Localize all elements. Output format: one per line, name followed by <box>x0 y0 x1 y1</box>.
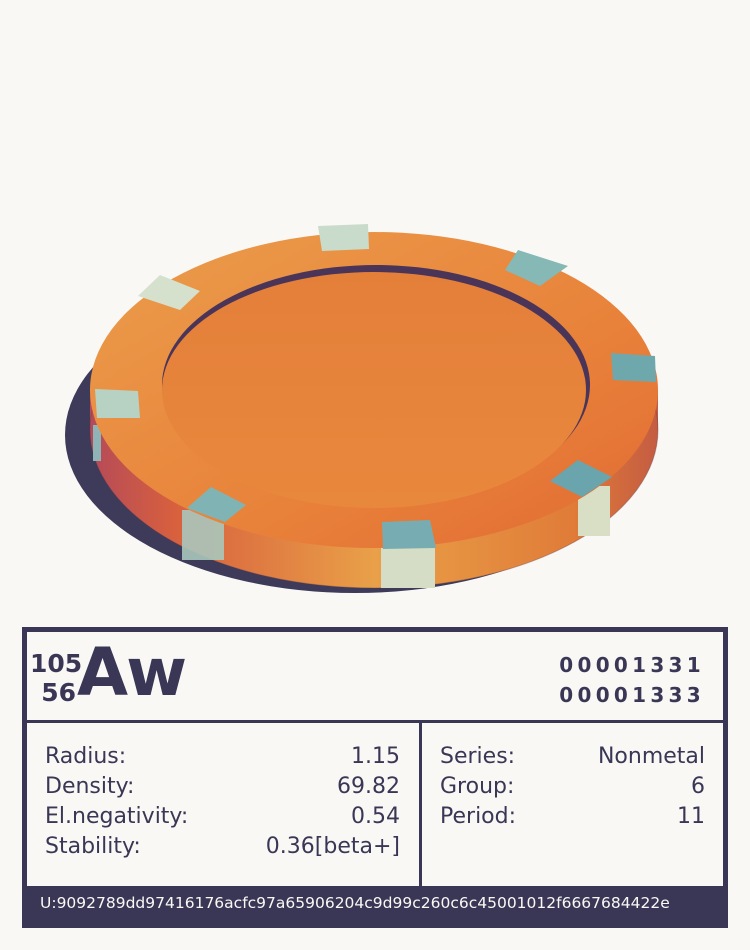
property-value: 0.54 <box>351 804 400 829</box>
chip-top-inlay <box>611 353 656 382</box>
property-label: El.negativity: <box>45 804 189 829</box>
element-card: 105 56 Aw 00001331 00001333 Radius: 1.15… <box>22 627 728 928</box>
property-value: 1.15 <box>351 744 400 769</box>
chip-top-inlay <box>187 487 246 522</box>
element-code-top: 00001331 <box>559 653 705 677</box>
property-value: 0.36[beta+] <box>265 834 400 859</box>
property-row-group: Group: 6 <box>440 772 705 802</box>
property-label: Radius: <box>45 744 127 769</box>
chip-top-inlay <box>505 250 568 286</box>
chip-top-inlay <box>138 275 200 310</box>
property-label: Group: <box>440 774 515 799</box>
element-code-bottom: 00001333 <box>559 683 705 707</box>
chip-top-inlay <box>382 520 436 549</box>
property-value: 11 <box>677 804 705 829</box>
property-value: Nonmetal <box>597 744 705 769</box>
poker-chip-illustration <box>65 224 659 593</box>
element-header: 105 56 Aw 00001331 00001333 <box>27 632 723 723</box>
property-row-period: Period: 11 <box>440 802 705 832</box>
property-value: 69.82 <box>337 774 400 799</box>
property-label: Density: <box>45 774 135 799</box>
uid-footer: U:9092789dd97416176acfc97a65906204c9d99c… <box>27 886 723 923</box>
element-symbol: Aw <box>77 634 187 711</box>
chip-edge-inlay <box>93 425 101 461</box>
property-row-density: Density: 69.82 <box>45 772 400 802</box>
property-label: Series: <box>440 744 516 769</box>
column-divider <box>419 720 422 886</box>
chip-top-inlay <box>550 460 612 497</box>
chip-edge-inlay <box>381 546 435 588</box>
property-row-stability: Stability: 0.36[beta+] <box>45 832 400 862</box>
properties-right: Series: Nonmetal Group: 6 Period: 11 <box>440 742 705 832</box>
chip-inner-face <box>162 272 586 508</box>
atomic-number: 56 <box>41 678 76 707</box>
property-row-radius: Radius: 1.15 <box>45 742 400 772</box>
property-value: 6 <box>691 774 705 799</box>
property-label: Period: <box>440 804 517 829</box>
mass-number: 105 <box>30 649 83 678</box>
chip-top-inlay <box>95 389 140 418</box>
property-row-series: Series: Nonmetal <box>440 742 705 772</box>
properties-left: Radius: 1.15 Density: 69.82 El.negativit… <box>45 742 400 862</box>
property-row-electronegativity: El.negativity: 0.54 <box>45 802 400 832</box>
chip-top-inlay <box>318 224 369 251</box>
property-label: Stability: <box>45 834 141 859</box>
